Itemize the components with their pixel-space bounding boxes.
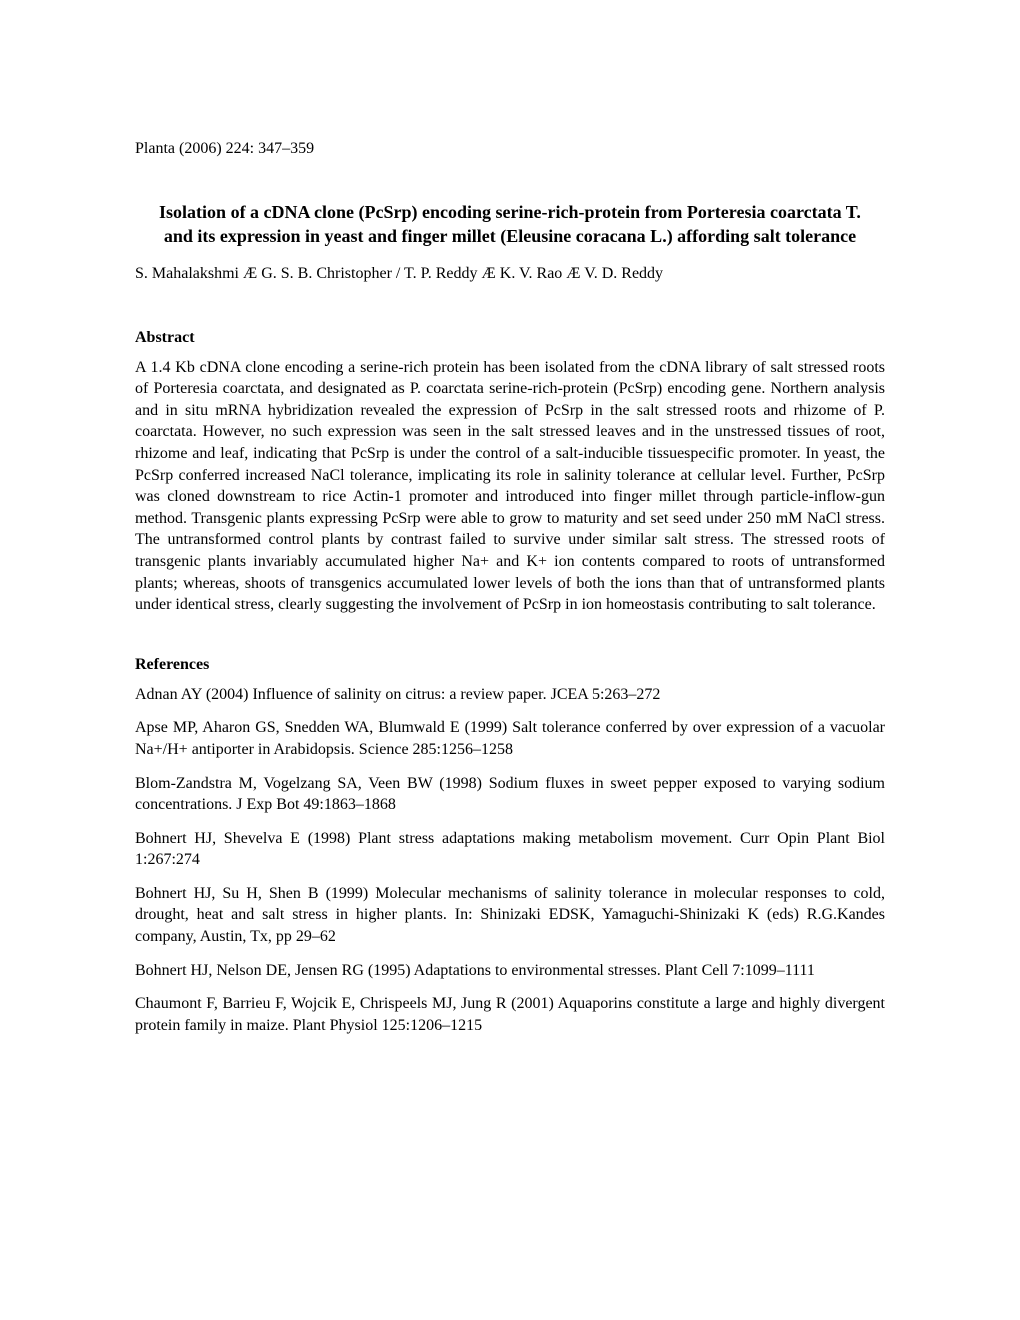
references-list: Adnan AY (2004) Influence of salinity on… bbox=[135, 684, 885, 1037]
reference-item: Adnan AY (2004) Influence of salinity on… bbox=[135, 684, 885, 706]
references-heading: References bbox=[135, 656, 885, 674]
reference-item: Chaumont F, Barrieu F, Wojcik E, Chrispe… bbox=[135, 993, 885, 1036]
reference-item: Apse MP, Aharon GS, Snedden WA, Blumwald… bbox=[135, 717, 885, 760]
article-title: Isolation of a cDNA clone (PcSrp) encodi… bbox=[135, 200, 885, 249]
abstract-heading: Abstract bbox=[135, 329, 885, 347]
reference-item: Bohnert HJ, Su H, Shen B (1999) Molecula… bbox=[135, 883, 885, 948]
reference-item: Bohnert HJ, Nelson DE, Jensen RG (1995) … bbox=[135, 960, 885, 982]
reference-item: Blom-Zandstra M, Vogelzang SA, Veen BW (… bbox=[135, 773, 885, 816]
reference-item: Bohnert HJ, Shevelva E (1998) Plant stre… bbox=[135, 828, 885, 871]
abstract-body: A 1.4 Kb cDNA clone encoding a serine-ri… bbox=[135, 357, 885, 616]
journal-citation: Planta (2006) 224: 347–359 bbox=[135, 140, 885, 158]
author-list: S. Mahalakshmi Æ G. S. B. Christopher / … bbox=[135, 265, 885, 283]
